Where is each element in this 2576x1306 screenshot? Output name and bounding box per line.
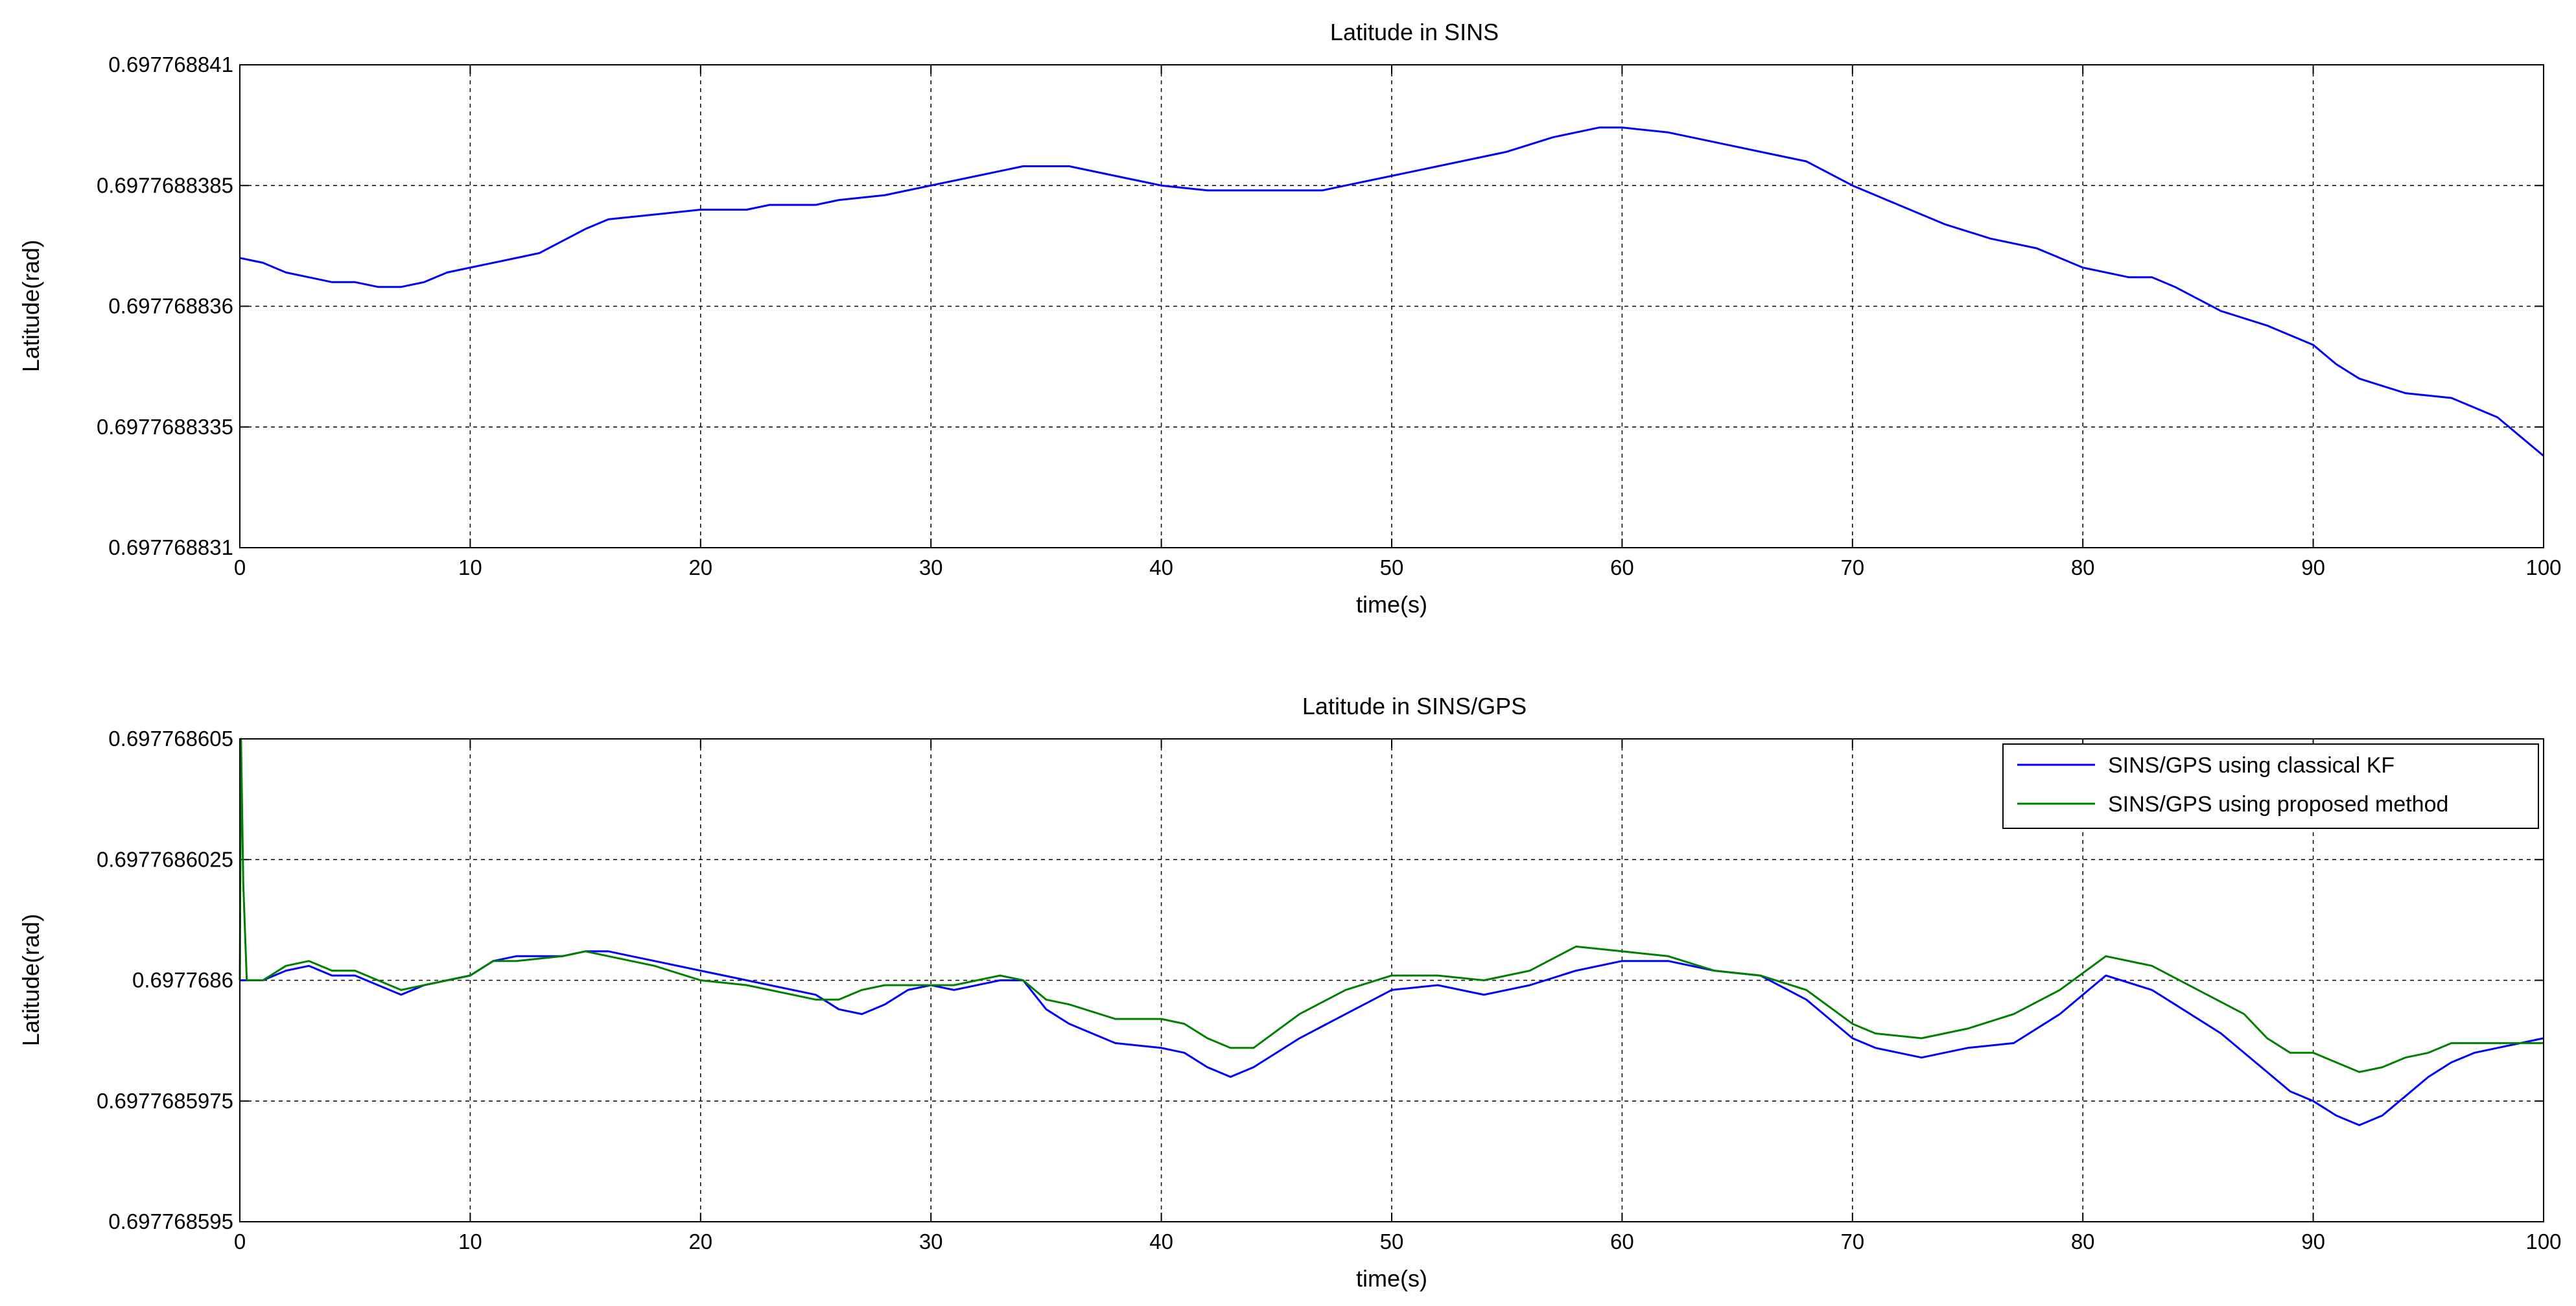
x-tick-label: 90 <box>2301 1230 2325 1254</box>
chart-title: Latitude in SINS/GPS <box>1302 693 1527 719</box>
y-axis-label: Latitude(rad) <box>18 240 44 372</box>
subplot-sins: Latitude in SINS 0 10 20 30 40 50 60 70 80 90 1000… <box>18 19 2562 618</box>
x-tick-label: 20 <box>688 1230 712 1254</box>
subplot-sins-gps: Latitude in SINS/GPS 0 10 20 30 40 50 60 70 80 90… <box>18 693 2562 1292</box>
y-tick-label: 0.697768841 <box>108 52 233 76</box>
y-tick-label: 0.6977686 <box>132 968 233 992</box>
x-tick-label: 40 <box>1149 555 1173 579</box>
legend-entry: SINS/GPS using proposed method <box>2108 792 2448 817</box>
series-group <box>239 738 2544 1126</box>
plot-frame <box>239 738 2544 1222</box>
axis-ticks: 0 10 20 30 40 50 60 70 80 90 100 0.697768831 0.69776… <box>97 52 2562 579</box>
x-tick-label: 70 <box>1840 555 1864 579</box>
y-tick-label: 0.6977685975 <box>97 1089 233 1113</box>
x-tick-label: 60 <box>1610 555 1634 579</box>
y-tick-label: 0.6977686025 <box>97 847 233 871</box>
x-tick-label: 10 <box>458 555 482 579</box>
legend: SINS/GPS using classical KF SINS/GPS usi… <box>2002 743 2539 829</box>
x-tick-label: 80 <box>2071 1230 2095 1254</box>
y-tick-label: 0.6977688385 <box>97 173 233 197</box>
x-tick-label: 90 <box>2301 555 2325 579</box>
x-tick-label: 40 <box>1149 1230 1173 1254</box>
series-line <box>239 738 2544 1073</box>
y-tick-label: 0.697768595 <box>108 1209 233 1233</box>
x-tick-label: 70 <box>1840 1230 1864 1254</box>
y-tick-label: 0.697768605 <box>108 727 233 751</box>
x-tick-label: 80 <box>2071 555 2095 579</box>
legend-entry: SINS/GPS using classical KF <box>2108 753 2395 778</box>
y-axis-label: Latitude(rad) <box>18 914 44 1046</box>
x-tick-label: 20 <box>688 555 712 579</box>
y-tick-label: 0.6977688335 <box>97 415 233 439</box>
x-tick-label: 0 <box>234 1230 246 1254</box>
x-tick-label: 30 <box>919 555 943 579</box>
x-axis-label: time(s) <box>1356 1265 1427 1292</box>
x-tick-label: 10 <box>458 1230 482 1254</box>
y-tick-label: 0.697768831 <box>108 535 233 559</box>
x-tick-label: 100 <box>2525 1230 2561 1254</box>
grid-lines <box>240 65 2544 548</box>
x-tick-label: 100 <box>2525 555 2561 579</box>
plot-frame <box>239 64 2544 548</box>
x-tick-label: 50 <box>1380 555 1404 579</box>
x-axis-label: time(s) <box>1356 591 1427 618</box>
chart-title: Latitude in SINS <box>1330 19 1499 45</box>
series-line <box>239 126 2544 457</box>
y-tick-label: 0.697768836 <box>108 294 233 318</box>
legend-box <box>2002 743 2539 829</box>
axis-ticks: 0 10 20 30 40 50 60 70 80 90 100 0.697768595 0.69776… <box>97 727 2562 1254</box>
x-tick-label: 50 <box>1380 1230 1404 1254</box>
x-tick-label: 60 <box>1610 1230 1634 1254</box>
x-tick-label: 30 <box>919 1230 943 1254</box>
x-tick-label: 0 <box>234 555 246 579</box>
series-group <box>239 126 2544 457</box>
